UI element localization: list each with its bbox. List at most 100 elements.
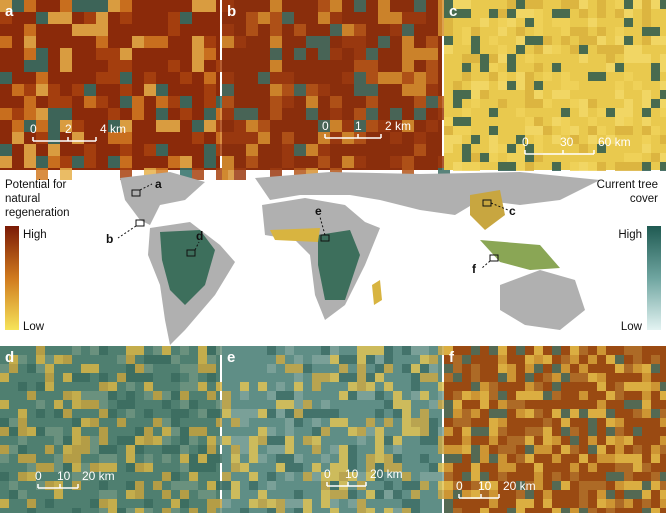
texture: [402, 508, 411, 513]
texture: [378, 12, 390, 24]
texture: [411, 364, 420, 373]
texture: [162, 346, 171, 355]
texture: [339, 391, 348, 400]
texture: [552, 454, 561, 463]
texture: [411, 418, 420, 427]
texture: [426, 96, 438, 108]
texture: [27, 472, 36, 481]
texture: [471, 382, 480, 391]
texture: [411, 481, 420, 490]
texture: [276, 445, 285, 454]
texture: [489, 490, 498, 499]
texture: [366, 391, 375, 400]
texture: [642, 409, 651, 418]
texture: [270, 84, 282, 96]
texture: [498, 72, 507, 81]
texture: [402, 409, 411, 418]
texture: [588, 117, 597, 126]
texture: [453, 373, 462, 382]
texture: [606, 472, 615, 481]
texture: [453, 117, 462, 126]
texture: [246, 24, 258, 36]
texture: [642, 400, 651, 409]
texture: [189, 508, 198, 513]
texture: [180, 364, 189, 373]
texture: [426, 36, 438, 48]
texture: [282, 84, 294, 96]
texture: [60, 0, 72, 12]
texture: [615, 126, 624, 135]
texture: [45, 481, 54, 490]
texture: [579, 346, 588, 355]
texture: [90, 400, 99, 409]
texture: [543, 355, 552, 364]
texture: [642, 90, 651, 99]
texture: [651, 454, 660, 463]
texture: [402, 48, 414, 60]
texture: [498, 454, 507, 463]
texture: [276, 436, 285, 445]
texture: [222, 499, 231, 508]
texture: [222, 436, 231, 445]
texture: [420, 418, 429, 427]
texture: [198, 445, 207, 454]
texture: [525, 445, 534, 454]
texture: [108, 108, 120, 120]
texture: [126, 346, 135, 355]
texture: [135, 427, 144, 436]
texture: [189, 436, 198, 445]
texture: [561, 508, 570, 513]
texture: [570, 99, 579, 108]
texture: [282, 156, 294, 168]
texture: [24, 0, 36, 12]
texture: [132, 96, 144, 108]
texture: [366, 508, 375, 513]
texture: [471, 27, 480, 36]
texture: [321, 409, 330, 418]
texture: [303, 472, 312, 481]
texture: [171, 481, 180, 490]
texture: [120, 60, 132, 72]
texture: [207, 499, 216, 508]
texture: [354, 120, 366, 132]
legend-low: Low: [23, 321, 45, 333]
texture: [282, 144, 294, 156]
texture: [414, 96, 426, 108]
texture: [384, 463, 393, 472]
texture: [231, 436, 240, 445]
texture: [135, 490, 144, 499]
texture: [60, 12, 72, 24]
texture: [453, 454, 462, 463]
texture: [207, 355, 216, 364]
texture: [285, 463, 294, 472]
texture: [633, 445, 642, 454]
texture: [438, 481, 447, 490]
texture: [189, 481, 198, 490]
texture: [624, 499, 633, 508]
texture: [48, 144, 60, 156]
texture: [534, 126, 543, 135]
texture: [498, 472, 507, 481]
texture: [438, 427, 447, 436]
texture: [27, 508, 36, 513]
texture: [120, 96, 132, 108]
texture: [561, 27, 570, 36]
texture: [579, 36, 588, 45]
texture: [231, 490, 240, 499]
texture: [462, 445, 471, 454]
texture: [471, 45, 480, 54]
texture: [12, 84, 24, 96]
texture: [624, 126, 633, 135]
legend-title: Potential for natural regeneration: [5, 179, 70, 219]
texture: [516, 153, 525, 162]
texture: [525, 9, 534, 18]
texture: [597, 499, 606, 508]
texture: [471, 427, 480, 436]
texture: [312, 418, 321, 427]
texture: [144, 84, 156, 96]
texture: [207, 481, 216, 490]
texture: [516, 481, 525, 490]
texture: [480, 508, 489, 513]
texture: [507, 9, 516, 18]
texture: [72, 418, 81, 427]
